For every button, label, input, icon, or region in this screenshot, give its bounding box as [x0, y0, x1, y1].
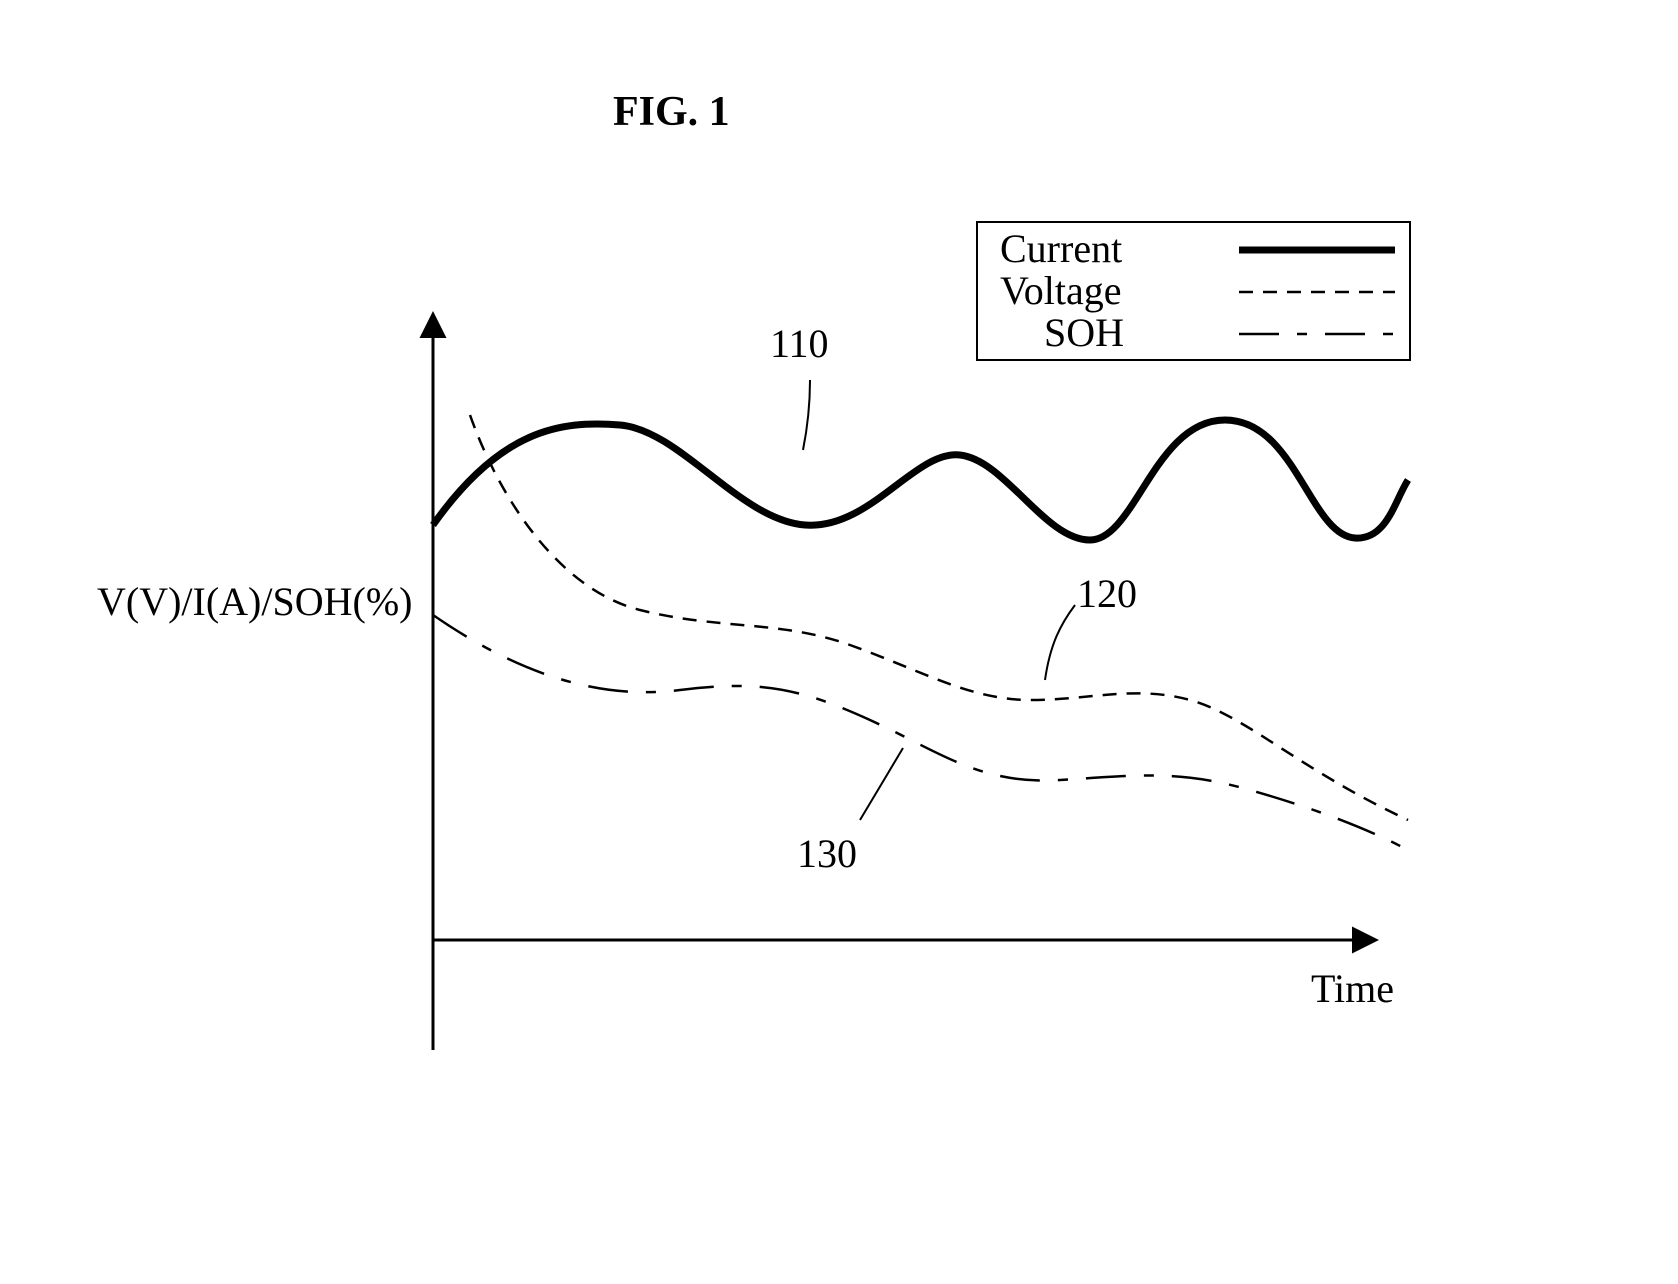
legend-label-current: Current	[1000, 226, 1122, 271]
series-voltage	[470, 415, 1408, 820]
figure-container: FIG. 1 V(V)/I(A)/SOH(%) Time 110 120 130…	[0, 0, 1678, 1284]
series-soh	[433, 615, 1408, 850]
leader-120	[1045, 605, 1075, 680]
leader-110	[803, 380, 810, 450]
series-current	[433, 420, 1408, 540]
chart-svg: Current Voltage SOH	[0, 0, 1678, 1284]
legend-label-voltage: Voltage	[1000, 268, 1121, 313]
leader-130	[860, 748, 903, 820]
legend-label-soh: SOH	[1044, 310, 1124, 355]
